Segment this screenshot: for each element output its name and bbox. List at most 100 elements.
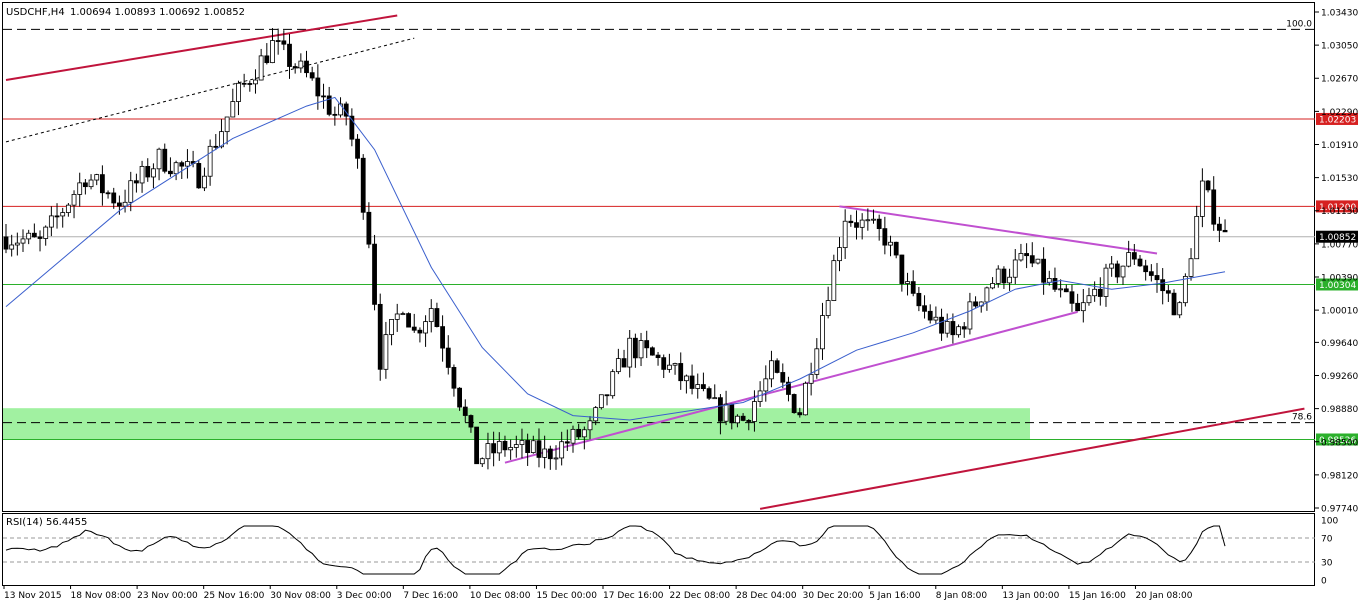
- candle-bear: [372, 243, 377, 305]
- candle-bull: [519, 440, 525, 445]
- candle-bull: [496, 440, 502, 454]
- candle-bear: [134, 180, 139, 184]
- candle-bull: [1177, 302, 1183, 316]
- candle-bull: [513, 444, 519, 448]
- candle-bear: [241, 82, 247, 85]
- candle-bull: [236, 82, 241, 102]
- candle-bull: [570, 428, 576, 444]
- candle-bear: [1137, 258, 1143, 267]
- candle-bull: [128, 180, 134, 203]
- x-tick-label: 3 Dec 00:00: [337, 591, 392, 601]
- candle-bull: [48, 215, 54, 228]
- candle-bear: [848, 220, 854, 224]
- candle-bull: [995, 268, 1001, 284]
- rsi-tick-label: 0: [1321, 577, 1327, 587]
- candle-bull: [712, 397, 718, 400]
- y-tick-label: 0.98880: [1321, 405, 1358, 415]
- candle-bull: [94, 174, 100, 181]
- candle-bear: [922, 305, 927, 312]
- candle-bull: [1194, 216, 1200, 260]
- rsi-tick-label: 70: [1321, 535, 1333, 545]
- y-tick-label: 1.03050: [1321, 42, 1358, 52]
- candle-bull: [122, 201, 128, 207]
- candle-bear: [315, 77, 321, 97]
- candle-bear: [1069, 291, 1075, 304]
- candle-bear: [105, 192, 111, 195]
- candle-bear: [162, 148, 168, 172]
- candle-bear: [661, 357, 667, 370]
- candle-bull: [587, 420, 593, 431]
- candle-bear: [649, 347, 655, 356]
- candle-bear: [434, 308, 440, 327]
- candle-bear: [247, 83, 253, 85]
- rsi-tick-label: 100: [1321, 517, 1338, 527]
- candle-bull: [1035, 258, 1041, 264]
- candle-bear: [3, 236, 9, 250]
- x-tick-label: 23 Nov 00:00: [137, 591, 198, 601]
- candle-bear: [791, 394, 797, 414]
- candle-bull: [990, 283, 995, 289]
- candle-bear: [729, 403, 735, 424]
- candle-bear: [1063, 288, 1069, 293]
- candle-bull: [1199, 180, 1205, 217]
- candle-bull: [151, 168, 156, 178]
- candle-bull: [394, 313, 400, 320]
- y-tick-label: 0.97740: [1321, 505, 1358, 515]
- candle-bull: [542, 448, 548, 458]
- candle-bull: [1086, 295, 1092, 304]
- candle-bull: [842, 220, 848, 249]
- price-price-tag: [1316, 230, 1358, 243]
- candle-bull: [77, 182, 83, 195]
- candle-bull: [139, 165, 145, 184]
- candle-bull: [14, 242, 20, 246]
- triangle-trendline: [839, 205, 1158, 255]
- rsi-panel: [2, 513, 1315, 586]
- candle-bull: [1103, 267, 1109, 297]
- candle-bear: [1052, 278, 1058, 290]
- chart-symbol-title: USDCHF,H4: [6, 7, 65, 18]
- candle-bull: [859, 219, 865, 228]
- x-tick-label: 28 Dec 04:00: [736, 591, 797, 601]
- support-price-tag-label: 0.98526: [1319, 436, 1356, 446]
- candle-bull: [825, 300, 831, 316]
- candle-bear: [37, 236, 43, 239]
- candle-bear: [213, 145, 219, 148]
- x-tick-label: 10 Dec 08:00: [470, 591, 531, 601]
- candle-bear: [1029, 255, 1035, 264]
- candle-bear: [377, 303, 383, 370]
- x-tick-label: 7 Dec 16:00: [403, 591, 458, 601]
- candle-bull: [423, 321, 428, 334]
- candle-bull: [837, 247, 842, 262]
- y-tick-label: 0.98120: [1321, 471, 1358, 481]
- candle-bull: [695, 384, 701, 389]
- candle-bear: [706, 388, 712, 399]
- candle-bear: [1131, 252, 1137, 260]
- x-tick-label: 18 Nov 08:00: [71, 591, 132, 601]
- candle-bear: [621, 358, 627, 368]
- candle-bull: [1018, 253, 1024, 261]
- candle-bear: [797, 412, 803, 416]
- candle-bull: [508, 447, 514, 451]
- candle-bear: [326, 95, 332, 115]
- candle-bull: [43, 226, 49, 239]
- candle-bear: [1041, 258, 1047, 283]
- rsi-tick-label: 30: [1321, 559, 1333, 569]
- candle-bull: [400, 313, 406, 315]
- candle-bull: [769, 360, 774, 380]
- x-tick-label: 13 Nov 2015: [4, 591, 62, 601]
- candle-bull: [9, 244, 15, 250]
- candle-bull: [156, 148, 162, 170]
- candle-bull: [338, 103, 343, 116]
- candle-bear: [939, 316, 944, 334]
- candle-bull: [752, 401, 757, 422]
- candle-bull: [684, 375, 689, 382]
- candle-bull: [270, 40, 275, 64]
- y-tick-label: 1.01910: [1321, 141, 1358, 151]
- candle-bear: [474, 426, 480, 465]
- candle-bear: [927, 310, 933, 321]
- candle-bear: [304, 60, 309, 74]
- candle-bear: [1171, 292, 1177, 316]
- candle-bull: [735, 415, 740, 424]
- candle-bear: [287, 43, 292, 67]
